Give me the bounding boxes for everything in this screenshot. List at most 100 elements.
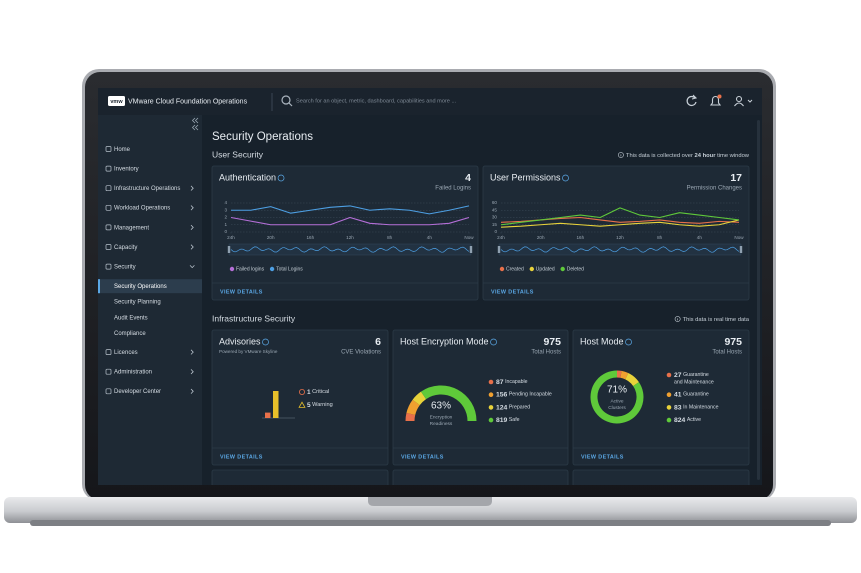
search-icon[interactable]: [281, 95, 293, 107]
view-details-link[interactable]: VIEW DETAILS: [491, 289, 534, 295]
nav-icon: [105, 165, 112, 172]
view-details-link[interactable]: VIEW DETAILS: [401, 454, 444, 460]
notification-icon[interactable]: [709, 94, 722, 106]
note-part: This data is collected over: [626, 153, 695, 159]
legend-item: 124 Prepared: [496, 404, 530, 411]
section-note: This data is collected over 24 hour time…: [626, 153, 750, 159]
x-tick-label: 12h: [346, 235, 354, 240]
legend-count: 87: [496, 379, 504, 386]
y-tick-label: 2: [224, 215, 227, 220]
nav-icon: [105, 204, 112, 211]
legend-label: Guarantine: [683, 392, 709, 398]
refresh-icon[interactable]: [686, 94, 698, 106]
x-tick-label: 20h: [267, 235, 275, 240]
nav-item[interactable]: Workload Operations: [114, 206, 170, 212]
top-bar: [98, 88, 762, 115]
nav-icon: [105, 146, 112, 152]
legend-label: In Maintenance: [683, 405, 719, 411]
nav-icon: [105, 185, 112, 192]
info-icon[interactable]: [490, 338, 497, 346]
legend-swatch: [488, 417, 494, 423]
series-line: [231, 205, 470, 215]
nav-selected-bar: [98, 279, 100, 294]
laptop-base: [4, 497, 857, 523]
nav-subitem[interactable]: Audit Events: [114, 315, 148, 321]
nav-subitem[interactable]: Security Planning: [114, 300, 161, 306]
legend-label: Total Logins: [276, 266, 303, 272]
nav-selected-bg: [98, 279, 202, 294]
y-tick-label: 60: [492, 200, 498, 205]
center-label: Encryption: [430, 414, 453, 420]
info-icon[interactable]: [562, 174, 569, 182]
screen-content: vmw VMware Cloud Foundation Operations Sea…: [98, 88, 762, 485]
collapse-icon[interactable]: [191, 117, 199, 131]
nav-chevron[interactable]: [189, 265, 195, 269]
card-count-label: Failed Logins: [435, 186, 471, 192]
legend-swatch: [666, 405, 672, 410]
nav-item[interactable]: Inventory: [114, 166, 139, 172]
ring-segment: [405, 412, 416, 422]
nav-item[interactable]: Capacity: [114, 245, 137, 251]
sidebar: [98, 115, 202, 485]
center-value: 63%: [431, 401, 451, 412]
x-tick-label: 4h: [697, 235, 703, 240]
legend-label: and Maintenance: [674, 379, 714, 385]
card-title: Host Encryption Mode: [400, 336, 489, 346]
nav-item[interactable]: Administration: [114, 370, 152, 376]
legend-count: 124: [496, 404, 508, 411]
nav-item[interactable]: Security: [114, 264, 136, 270]
view-details-link[interactable]: VIEW DETAILS: [220, 289, 263, 295]
info-icon[interactable]: [625, 338, 632, 346]
nav-chevron[interactable]: [190, 224, 194, 230]
critical-icon: [298, 388, 305, 395]
card-title: Authentication: [219, 172, 276, 182]
nav-subitem[interactable]: Compliance: [114, 331, 146, 337]
range-handle[interactable]: [469, 246, 473, 253]
note-part: 24 hour: [695, 153, 717, 159]
note-part: time window: [715, 153, 749, 159]
x-tick-label: 20h: [537, 235, 545, 240]
legend-swatch: [666, 392, 672, 398]
nav-chevron[interactable]: [190, 388, 194, 394]
card-partial: [572, 469, 750, 485]
legend-label: Prepared: [509, 405, 530, 411]
range-handle[interactable]: [227, 246, 231, 253]
nav-item[interactable]: Home: [114, 147, 131, 153]
nav-chevron[interactable]: [190, 244, 194, 250]
nav-subitem[interactable]: Security Operations: [114, 284, 167, 290]
nav-item[interactable]: Licences: [114, 350, 138, 356]
card-count: 6: [375, 336, 381, 348]
page-title: Security Operations: [212, 131, 313, 143]
nav-icon: [105, 368, 112, 375]
legend-item: 87 Incapable: [496, 379, 528, 386]
nav-chevron[interactable]: [190, 205, 194, 211]
nav-item[interactable]: Infrastructure Operations: [114, 186, 180, 192]
view-details-link[interactable]: VIEW DETAILS: [220, 454, 263, 460]
legend-label: Safe: [509, 417, 520, 423]
nav-chevron[interactable]: [190, 369, 194, 375]
legend-count: 819: [496, 417, 508, 424]
nav-chevron[interactable]: [190, 349, 194, 355]
y-tick-label: 1: [224, 222, 227, 227]
ring-segment: [412, 391, 427, 406]
info-icon[interactable]: [262, 338, 269, 346]
user-icon[interactable]: [734, 95, 753, 107]
range-handle[interactable]: [739, 246, 743, 253]
search-placeholder[interactable]: Search for an object, metric, dashboard,…: [296, 98, 457, 104]
logo-text: vmw: [110, 99, 123, 105]
y-tick-label: 45: [492, 207, 498, 212]
center-label: Clusters: [608, 405, 626, 411]
legend-count: 27: [674, 372, 682, 379]
nav-chevron[interactable]: [190, 185, 194, 191]
legend-item: 1 Critical: [307, 389, 329, 396]
x-tick-label: 16h: [576, 235, 584, 240]
nav-item[interactable]: Developer Center: [114, 389, 161, 395]
view-details-link[interactable]: VIEW DETAILS: [581, 454, 624, 460]
info-icon: [674, 316, 681, 322]
range-handle[interactable]: [497, 246, 501, 253]
nav-item[interactable]: Management: [114, 225, 149, 231]
legend-item: 824 Active: [674, 417, 701, 424]
info-icon[interactable]: [277, 174, 285, 182]
ring-segment: [625, 373, 639, 387]
ring-segment: [620, 370, 629, 380]
